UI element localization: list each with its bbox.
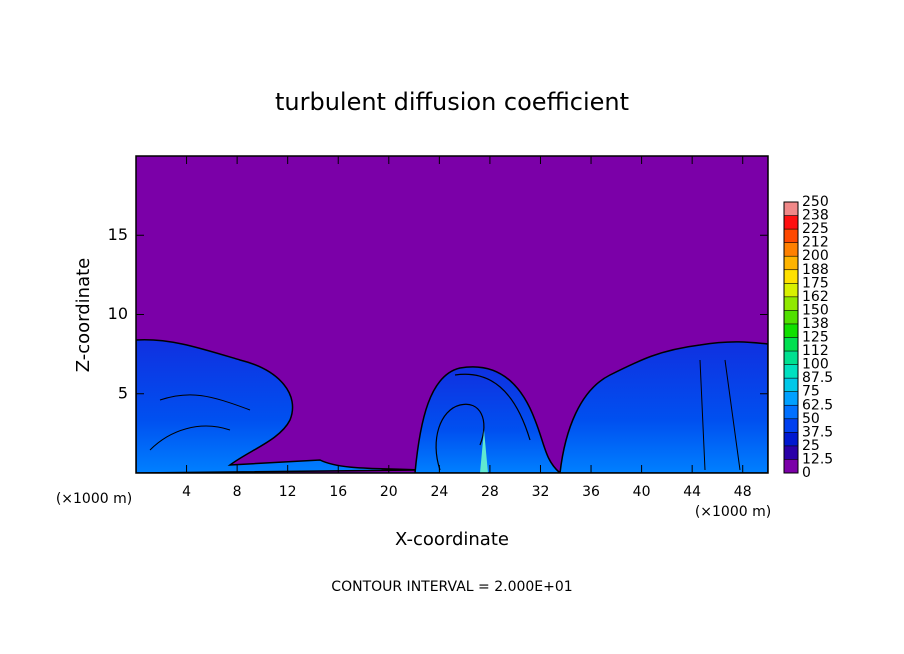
- colorbar-label: 37.5: [802, 424, 833, 440]
- turbulent-region: [559, 341, 768, 473]
- x-tick-label: 4: [182, 484, 191, 500]
- y-tick-label: 15: [108, 225, 128, 244]
- colorbar-label: 100: [802, 357, 829, 373]
- colorbar-label: 25: [802, 438, 820, 454]
- x-unit: (×1000 m): [56, 491, 132, 507]
- colorbar-bin: [784, 269, 798, 284]
- colorbar-label: 12.5: [802, 451, 833, 467]
- colorbar-label: 62.5: [802, 397, 833, 413]
- colorbar-bin: [784, 432, 798, 446]
- colorbar-label: 125: [802, 330, 829, 346]
- contour-line: [435, 403, 485, 471]
- colorbar-label: 50: [802, 411, 820, 427]
- colorbar-bin: [784, 229, 798, 243]
- contour-line: [454, 373, 531, 441]
- colorbar-label: 150: [802, 302, 829, 318]
- contour-line: [149, 359, 741, 471]
- colorbar-bin: [784, 283, 798, 297]
- colorbar-bin: [784, 296, 798, 311]
- x-tick-label: 8: [233, 484, 242, 500]
- colorbar-bin: [784, 378, 798, 392]
- colorbar-bin: [784, 323, 798, 338]
- colorbar-label: 138: [802, 316, 829, 332]
- x-tick-label: 16: [329, 484, 347, 500]
- footer: CONTOUR INTERVAL = 2.000E+01: [331, 579, 572, 595]
- y-tick-label: 5: [118, 383, 128, 402]
- colorbar-label: 162: [802, 289, 829, 305]
- colorbar-bin: [784, 242, 798, 257]
- chart-title: turbulent diffusion coefficient: [275, 88, 629, 116]
- x-unit: (×1000 m): [695, 504, 771, 520]
- colorbar-label: 188: [802, 262, 829, 278]
- x-tick-label: 48: [734, 484, 752, 500]
- turbulent-region: [414, 366, 562, 473]
- colorbar-bin: [784, 337, 798, 352]
- colorbar-bin: [784, 364, 798, 379]
- colorbar-label: 212: [802, 235, 829, 251]
- colorbar-label: 250: [802, 194, 829, 210]
- colorbar-label: 225: [802, 221, 829, 237]
- colorbar-label: 175: [802, 275, 829, 291]
- colorbar-bin: [784, 418, 798, 433]
- colorbar-bin: [784, 351, 798, 365]
- colorbar-label: 0: [802, 465, 811, 481]
- colorbar-label: 238: [802, 208, 829, 224]
- x-tick-label: 28: [481, 484, 499, 500]
- colorbar-bin: [784, 256, 798, 270]
- x-tick-label: 40: [633, 484, 651, 500]
- x-tick-label: 44: [683, 484, 701, 500]
- x-tick-label: 36: [582, 484, 600, 500]
- contour-field: [136, 156, 768, 473]
- colorbar-label: 75: [802, 384, 820, 400]
- colorbar-label: 87.5: [802, 370, 833, 386]
- y-axis-label: Z-coordinate: [73, 258, 94, 373]
- x-tick-label: 12: [279, 484, 297, 500]
- x-tick-label: 24: [430, 484, 448, 500]
- colorbar-bin: [784, 310, 798, 324]
- colorbar-bin: [784, 202, 798, 216]
- x-axis-label: X-coordinate: [395, 529, 509, 550]
- colorbar-bin: [784, 459, 798, 473]
- x-tick-label: 20: [380, 484, 398, 500]
- colorbar-bin: [784, 391, 798, 406]
- colorbar-bin: [784, 215, 798, 230]
- y-tick-label: 10: [108, 304, 128, 323]
- x-tick-label: 32: [532, 484, 550, 500]
- colorbar-label: 112: [802, 343, 829, 359]
- colorbar-bin: [784, 405, 798, 419]
- colorbar-label: 200: [802, 248, 829, 264]
- peak-region: [480, 430, 488, 473]
- colorbar-bin: [784, 445, 798, 460]
- turbulent-region: [136, 338, 421, 473]
